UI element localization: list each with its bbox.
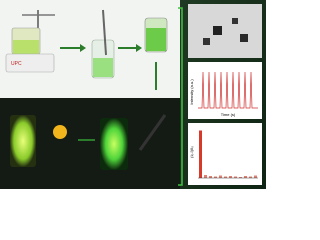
y-label: Intensity (a.u.): [189, 79, 194, 105]
bar: [234, 176, 237, 178]
x-label: Time (s): [221, 112, 236, 117]
arrow-head: [80, 44, 86, 52]
stirrer: [5, 53, 55, 73]
y-label: (I₀-I)/I₀: [189, 146, 194, 158]
glowing-vial: [10, 115, 36, 167]
sun: [53, 125, 67, 139]
bar: [229, 176, 232, 178]
bar: [214, 176, 217, 178]
product-liquid: [146, 28, 166, 51]
bar: [204, 175, 207, 178]
particle: [232, 18, 238, 24]
intensity-plot: [188, 62, 262, 119]
intensity-trace: [198, 71, 258, 109]
glowing-vial: [100, 118, 128, 170]
bar: [254, 175, 257, 178]
particle: [240, 34, 248, 42]
solution: [13, 40, 39, 54]
bar: [199, 130, 202, 178]
brand: UPC: [11, 61, 22, 67]
particle: [203, 38, 210, 45]
vial-liquid: [93, 58, 113, 77]
bar: [209, 176, 212, 178]
bar: [224, 176, 227, 178]
bar: [239, 177, 242, 178]
bar: [244, 176, 247, 178]
arrow-head: [136, 44, 142, 52]
particle: [213, 26, 222, 35]
graphical-abstract: UPC Intensity (a.u.) Time (s) (I₀-I)/I₀: [0, 0, 266, 189]
bracket: [178, 7, 183, 186]
bar: [219, 175, 222, 178]
uv-lamp: [138, 114, 167, 151]
bar: [249, 176, 252, 178]
pipette: [102, 9, 107, 56]
tem-image: [188, 4, 262, 58]
